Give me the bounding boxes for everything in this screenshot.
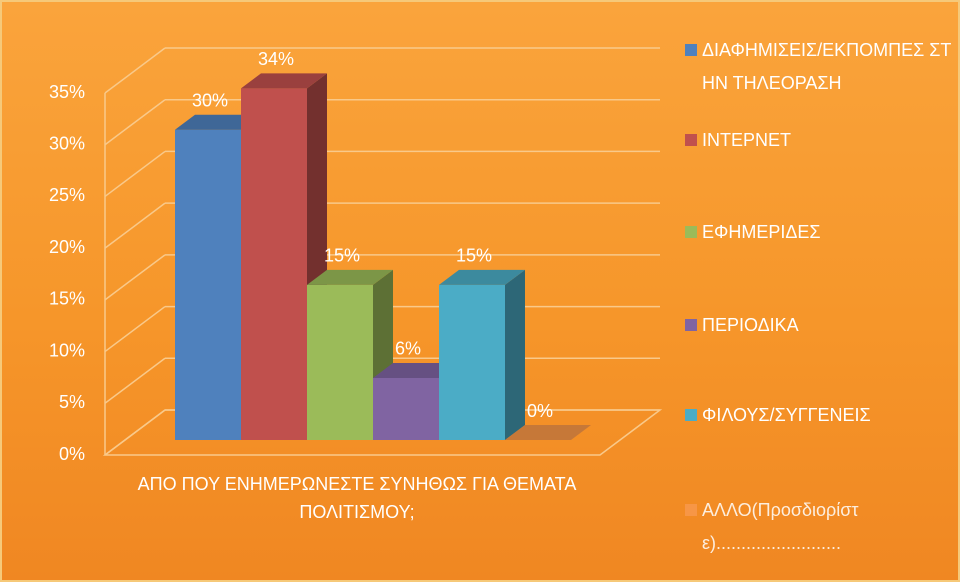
legend-swatch	[685, 504, 697, 516]
legend-swatch	[685, 319, 697, 331]
y-tick-label: 35%	[49, 82, 85, 102]
legend-label: ΦΙΛΟΥΣ/ΣΥΓΓΕΝΕΙΣ	[702, 405, 871, 425]
category-label: ΑΠΟ ΠΟΥ ΕΝΗΜΕΡΩΝΕΣΤΕ ΣΥΝΗΘΩΣ ΓΙΑ ΘΕΜΑΤΑ …	[137, 474, 577, 522]
bar	[373, 377, 439, 440]
legend-label: ΙΝΤΕΡΝΕΤ	[702, 130, 792, 150]
y-tick-label: 5%	[59, 392, 85, 412]
grid-line	[104, 305, 166, 353]
bar-top	[175, 114, 261, 130]
value-label: 30%	[192, 90, 228, 110]
bar	[241, 88, 307, 440]
legend-swatch	[685, 134, 697, 146]
legend-swatch	[685, 409, 697, 421]
grid-line	[104, 409, 166, 456]
legend-label: ΕΦΗΜΕΡΙΔΕΣ	[702, 222, 821, 242]
value-label: 6%	[395, 339, 421, 359]
value-label: 15%	[456, 246, 492, 266]
y-tick-label: 10%	[49, 340, 85, 360]
legend-label: ΑΛΛΟ(Προσδιορίστε)......................…	[702, 500, 859, 553]
grid-line	[104, 254, 166, 301]
bar	[307, 284, 373, 440]
bar	[439, 284, 505, 440]
y-tick-label: 20%	[49, 237, 85, 257]
y-tick-label: 25%	[49, 185, 85, 205]
grid-line	[104, 357, 166, 404]
grid-line	[104, 150, 166, 198]
bar-top	[439, 269, 525, 285]
legend-swatch	[685, 226, 697, 238]
legend-swatch	[685, 44, 697, 56]
grid-line	[104, 202, 166, 249]
bar-top	[307, 269, 393, 285]
bar-top	[373, 362, 459, 378]
bar	[175, 129, 241, 440]
legend-label: ΠΕΡΙΟΔΙΚΑ	[702, 315, 799, 335]
value-label: 15%	[324, 246, 360, 266]
grid-line	[104, 47, 166, 94]
y-tick-label: 30%	[49, 133, 85, 153]
bar-top	[505, 425, 591, 440]
value-label: 0%	[527, 401, 553, 421]
y-tick-label: 0%	[59, 444, 85, 464]
legend-label: ΔΙΑΦΗΜΙΣΕΙΣ/ΕΚΠΟΜΠΕΣ ΣΤΗΝ ΤΗΛΕΟΡΑΣΗ	[702, 40, 952, 93]
value-label: 34%	[258, 49, 294, 69]
y-tick-label: 15%	[49, 289, 85, 309]
grid-line	[104, 99, 166, 146]
bar-side	[505, 269, 525, 440]
bar-top	[241, 73, 327, 89]
